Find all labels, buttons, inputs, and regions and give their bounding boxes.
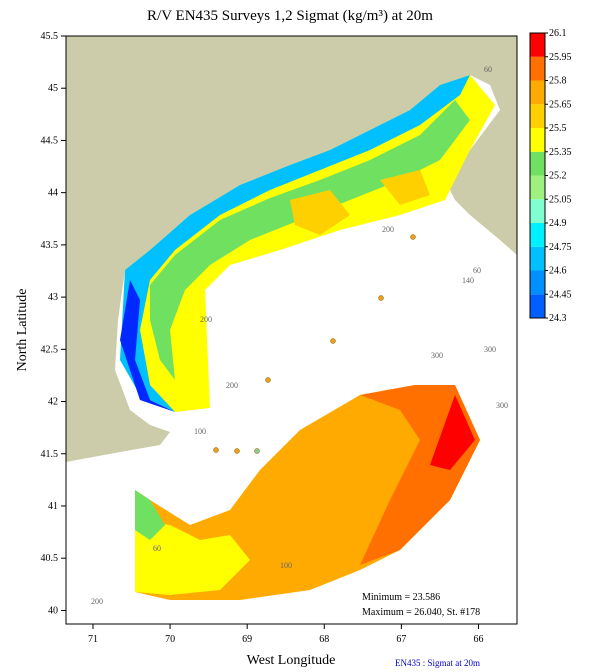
- colorbar-label: 26.1: [549, 28, 567, 39]
- y-tick-label: 42.5: [41, 344, 59, 355]
- y-tick-label: 41: [48, 501, 58, 512]
- colorbar-label: 25.35: [549, 147, 572, 158]
- colorbar-frame: [529, 32, 546, 319]
- station: [213, 447, 219, 453]
- colorbar-bin: [530, 199, 545, 223]
- footer: EN435 : Sigmat at 20m: [395, 658, 480, 668]
- region: [150, 100, 470, 380]
- contour-label: 60: [484, 65, 492, 74]
- colorbar-bin: [530, 294, 545, 318]
- region: [120, 75, 470, 412]
- annotation: Minimum = 23.586: [362, 592, 440, 603]
- colorbar-label: 24.45: [549, 289, 572, 300]
- y-tick-label: 45.5: [41, 31, 59, 42]
- colorbar-label: 25.95: [549, 52, 572, 63]
- contour-label: 140: [462, 276, 474, 285]
- station: [254, 448, 260, 454]
- colorbar-bin: [530, 175, 545, 200]
- colorbar-label: 25.65: [549, 99, 572, 110]
- station: [330, 338, 336, 344]
- region: [120, 280, 175, 412]
- contour-label: 200: [91, 597, 103, 606]
- plot-frame: [65, 35, 518, 625]
- y-tick-label: 40: [48, 605, 58, 616]
- colorbar-bin: [530, 223, 545, 247]
- chart-title: R/V EN435 Surveys 1,2 Sigmat (kg/m³) at …: [147, 8, 433, 24]
- station: [234, 448, 240, 454]
- colorbar-label: 24.9: [549, 218, 567, 229]
- contour-label: 60: [153, 544, 161, 553]
- y-tick-label: 44: [48, 188, 58, 199]
- contour-label: 100: [280, 561, 292, 570]
- colorbar-label: 25.8: [549, 76, 567, 87]
- contour-label: 100: [194, 427, 206, 436]
- colorbar-label: 25.2: [549, 171, 567, 182]
- land: [66, 36, 517, 462]
- colorbar-bin: [530, 80, 545, 105]
- y-axis-label: North Latitude: [15, 289, 30, 372]
- contour-fill-south: [135, 385, 480, 600]
- x-tick-label: 68: [319, 634, 329, 645]
- contour-label: 300: [496, 401, 508, 410]
- stations: [213, 234, 416, 454]
- annotation: Maximum = 26.040, St. #178: [362, 607, 480, 618]
- colorbar-bin: [530, 270, 545, 295]
- colorbar-label: 25.05: [549, 194, 572, 205]
- contour-label: 300: [431, 351, 443, 360]
- colorbar-label: 24.6: [549, 266, 567, 277]
- x-tick-label: 67: [396, 634, 406, 645]
- region: [135, 490, 165, 540]
- contour-label: 60: [473, 266, 481, 275]
- contour-label: 200: [200, 315, 212, 324]
- colorbar-label: 24.75: [549, 242, 572, 253]
- x-axis-label: West Longitude: [247, 653, 336, 668]
- y-tick-label: 43.5: [41, 240, 59, 251]
- station: [265, 377, 271, 383]
- station: [410, 234, 416, 240]
- colorbar-bin: [530, 151, 545, 176]
- contour-label: 300: [484, 345, 496, 354]
- colorbar-bin: [530, 104, 545, 128]
- y-tick-label: 42: [48, 397, 58, 408]
- colorbar-label: 24.3: [549, 313, 567, 324]
- x-tick-label: 71: [88, 634, 98, 645]
- contour-label: 200: [382, 225, 394, 234]
- colorbar-bin: [530, 246, 545, 271]
- y-tick-label: 43: [48, 292, 58, 303]
- region: [430, 395, 475, 470]
- y-tick-label: 40.5: [41, 553, 59, 564]
- x-tick-label: 66: [473, 634, 483, 645]
- y-tick-label: 45: [48, 83, 58, 94]
- x-tick-label: 70: [165, 634, 175, 645]
- y-tick-label: 41.5: [41, 449, 59, 460]
- y-tick-label: 44.5: [41, 135, 59, 146]
- colorbar-bin: [530, 128, 545, 152]
- contour-label: 200: [226, 381, 238, 390]
- colorbar-bin: [530, 33, 545, 57]
- region: [290, 170, 430, 235]
- region: [135, 520, 250, 595]
- x-tick-label: 69: [242, 634, 252, 645]
- station: [378, 295, 384, 301]
- colorbar-label: 25.5: [549, 123, 567, 134]
- colorbar-bin: [530, 56, 545, 81]
- contour-fill-north: [120, 75, 495, 412]
